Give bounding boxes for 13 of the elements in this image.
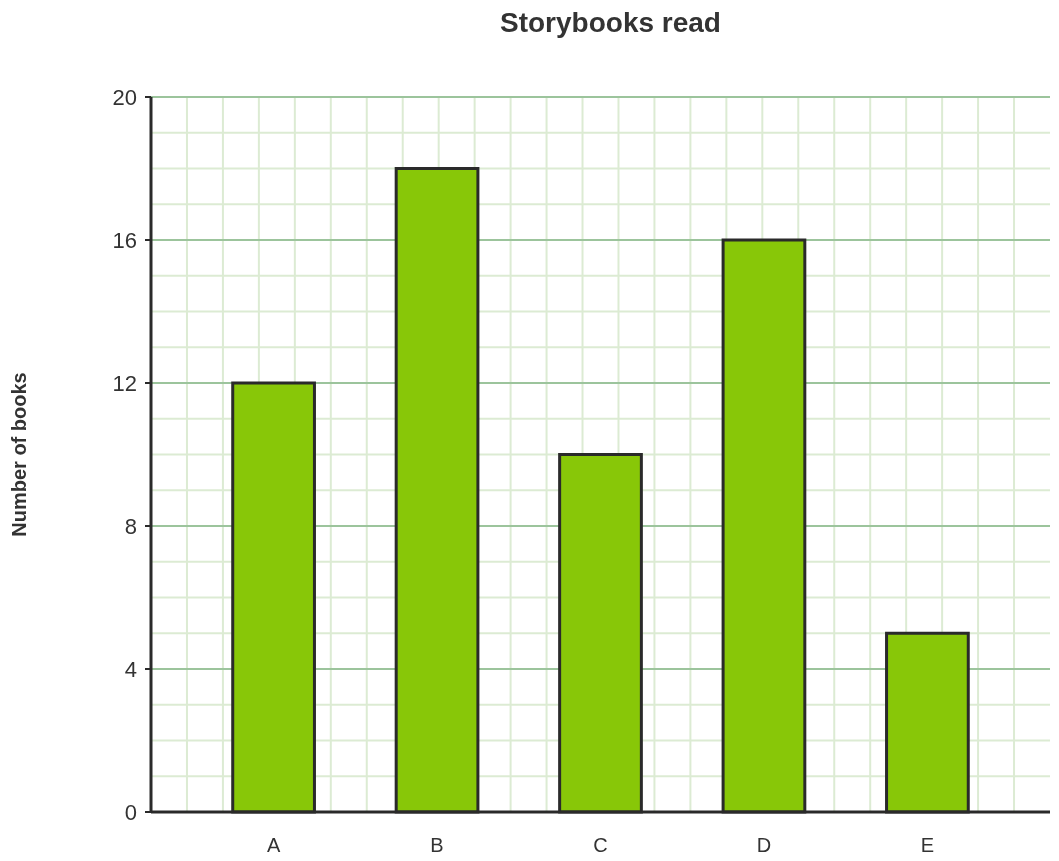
x-tick-label: C	[593, 834, 608, 856]
x-tick-label: B	[430, 834, 444, 856]
x-tick-label: D	[756, 834, 772, 856]
x-tick-label: A	[266, 834, 281, 856]
y-tick-label: 12	[112, 370, 137, 396]
y-tick-label: 0	[124, 799, 137, 825]
y-tick-label: 8	[124, 513, 137, 539]
x-tick-label: E	[920, 834, 935, 856]
y-tick-label: 4	[124, 656, 137, 682]
y-tick-label: 20	[112, 84, 137, 110]
y-axis-title: Number of books	[8, 372, 30, 537]
y-tick-label: 16	[112, 227, 137, 253]
chart-title: Storybooks read	[500, 7, 721, 38]
